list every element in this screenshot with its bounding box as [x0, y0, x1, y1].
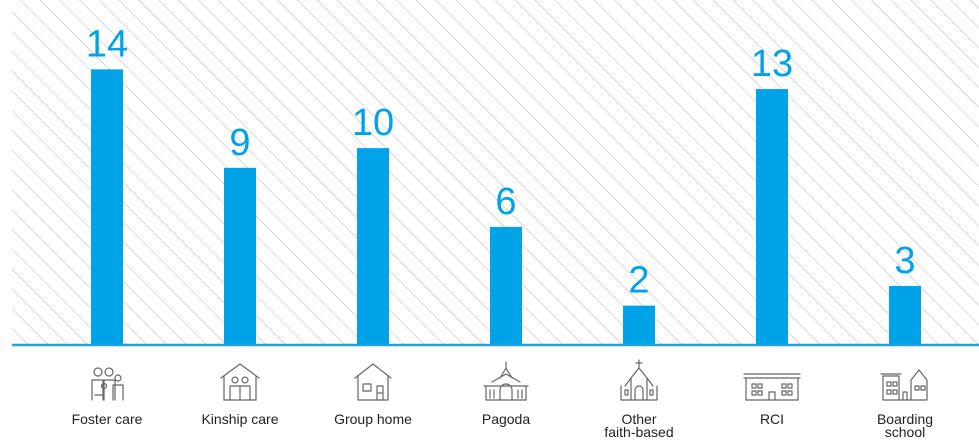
bar [357, 148, 389, 345]
category-label: Boarding school [877, 411, 933, 440]
category-label: RCI [760, 411, 784, 427]
category-label: Foster care [72, 411, 143, 427]
category-label: Pagoda [482, 411, 530, 427]
school-building-icon [880, 369, 928, 401]
bar [224, 167, 256, 345]
pagoda-icon [483, 361, 529, 401]
house-icon [354, 363, 392, 401]
category-label: Group home [334, 411, 412, 427]
data-label: 2 [628, 260, 649, 302]
family-icon [91, 367, 124, 401]
building-icon [743, 373, 801, 401]
bar [889, 285, 921, 345]
bar [490, 226, 522, 345]
bar [623, 305, 655, 345]
category-label: Other faith-based [604, 411, 673, 440]
data-label: 3 [894, 240, 915, 282]
bar [91, 69, 123, 345]
bar [756, 89, 788, 345]
data-label: 14 [86, 23, 128, 65]
data-label: 6 [495, 181, 516, 223]
data-label: 13 [751, 43, 793, 85]
church-icon [620, 359, 658, 401]
house-with-family-icon [220, 363, 260, 401]
data-label: 10 [352, 102, 394, 144]
data-label: 9 [229, 122, 250, 164]
category-label: Kinship care [201, 411, 278, 427]
